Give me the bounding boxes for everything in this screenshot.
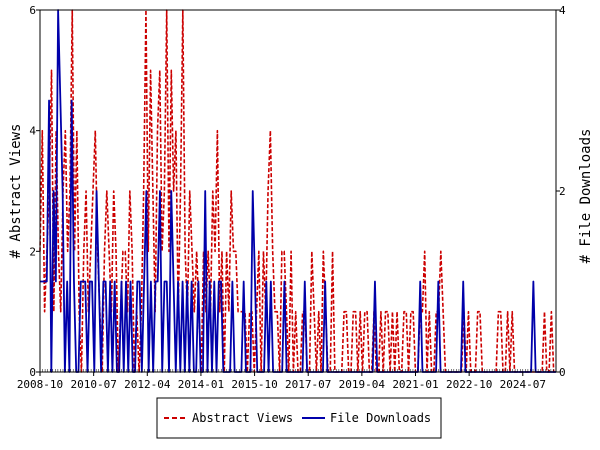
x-tick-label: 2015-10 [231, 378, 277, 391]
y-right-tick-label: 0 [559, 366, 566, 379]
legend-label-abstract-views: Abstract Views [192, 411, 293, 425]
y-right-tick-label: 2 [559, 185, 566, 198]
x-tick-label: 2019-04 [339, 378, 386, 391]
x-tick-label: 2024-07 [500, 378, 546, 391]
y-axis-left-title: # Abstract Views [8, 124, 24, 259]
y-left-tick-label: 2 [29, 245, 36, 258]
y-axis-right-title: # File Downloads [578, 129, 594, 264]
y-left-tick-label: 4 [29, 125, 36, 138]
x-tick-label: 2012-04 [124, 378, 171, 391]
legend: Abstract Views File Downloads [156, 397, 442, 439]
x-tick-label: 2014-01 [178, 378, 224, 391]
x-tick-label: 2017-07 [285, 378, 331, 391]
x-tick-label: 2022-10 [446, 378, 492, 391]
x-tick-label: 2021-01 [392, 378, 438, 391]
y-right-tick-label: 4 [559, 4, 566, 17]
y-left-tick-label: 0 [29, 366, 36, 379]
legend-label-file-downloads: File Downloads [330, 411, 431, 425]
series-line-abstract-views [39, 9, 556, 373]
x-tick-label: 2010-07 [70, 378, 116, 391]
x-tick-label: 2008-10 [17, 378, 63, 391]
legend-box [156, 397, 442, 439]
y-left-tick-label: 6 [29, 4, 36, 17]
